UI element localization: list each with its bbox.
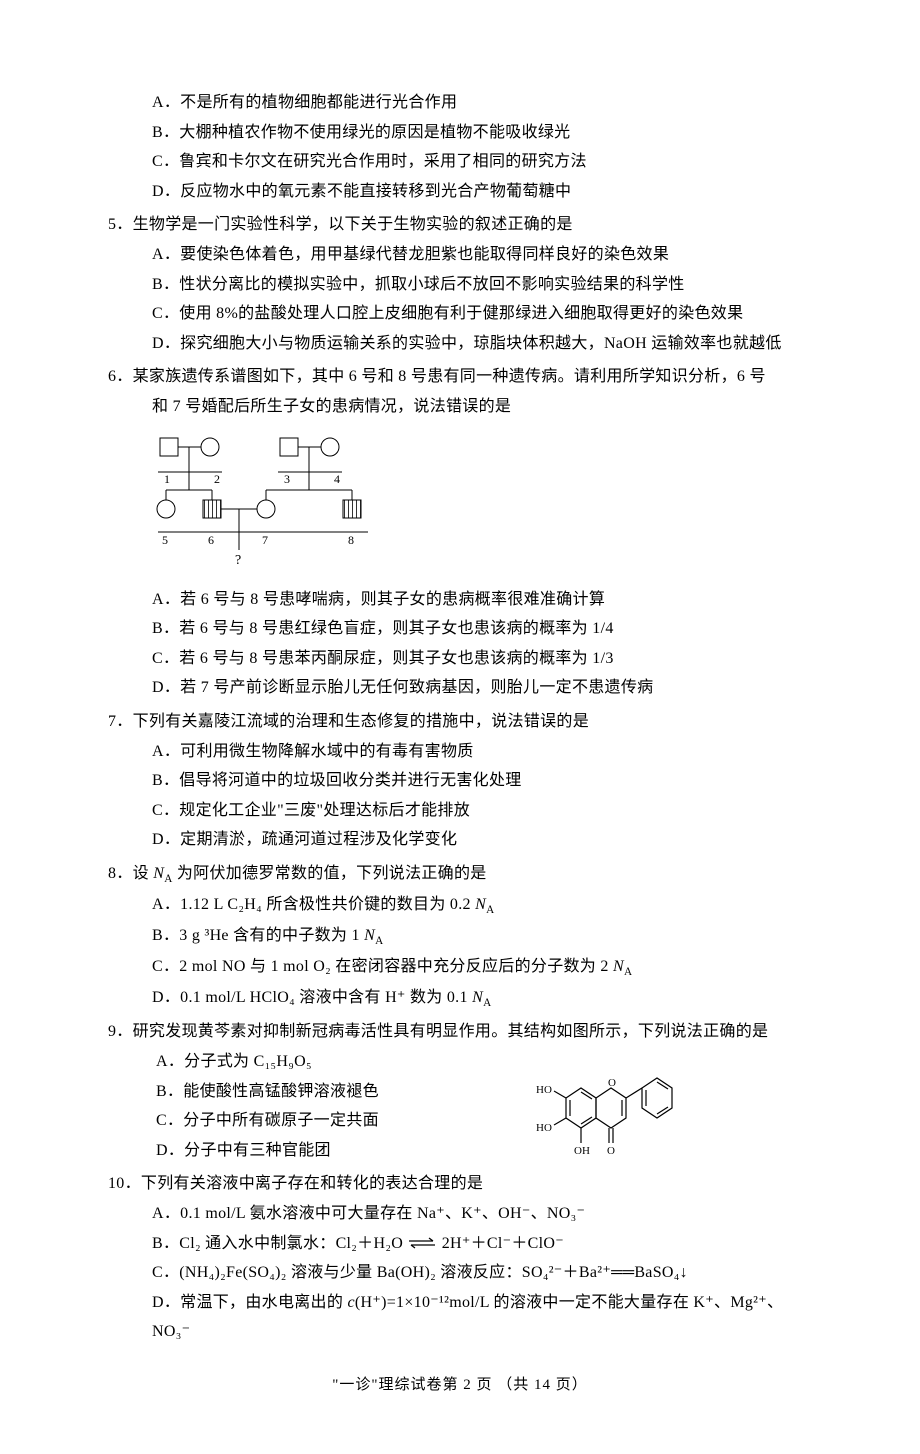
ped-label-3: 3 bbox=[284, 472, 290, 486]
question-4-options: A．不是所有的植物细胞都能进行光合作用 B．大棚种植农作物不使用绿光的原因是植物… bbox=[108, 88, 812, 206]
q8-opt-d: D．0.1 mol/L HClO₄ 溶液中含有 H⁺ 数为 0.1 NA bbox=[108, 983, 812, 1014]
ped-label-4: 4 bbox=[334, 472, 340, 486]
pedigree-svg: 1 2 3 4 5 6 7 8 bbox=[152, 432, 382, 577]
q6-opt-a: A．若 6 号与 8 号患哮喘病，则其子女的患病概率很难准确计算 bbox=[108, 585, 812, 615]
q7-opt-a: A．可利用微生物降解水域中的有毒有害物质 bbox=[108, 737, 812, 767]
q10-opt-d: D．常温下，由水电离出的 c(H⁺)=1×10⁻¹²mol/L 的溶液中一定不能… bbox=[108, 1288, 812, 1347]
ped-label-2: 2 bbox=[214, 472, 220, 486]
question-6: 6．某家族遗传系谱图如下，其中 6 号和 8 号患有同一种遗传病。请利用所学知识… bbox=[108, 362, 812, 703]
q7-stem: 7．下列有关嘉陵江流域的治理和生态修复的措施中，说法错误的是 bbox=[108, 707, 812, 737]
q5-stem: 5．生物学是一门实验性科学，以下关于生物实验的叙述正确的是 bbox=[108, 210, 812, 240]
ped-label-5: 5 bbox=[162, 533, 168, 547]
q8-opt-c: C．2 mol NO 与 1 mol O₂ 在密闭容器中充分反应后的分子数为 2… bbox=[108, 952, 812, 983]
q10-opt-a: A．0.1 mol/L 氨水溶液中可大量存在 Na⁺、K⁺、OH⁻、NO₃⁻ bbox=[108, 1199, 812, 1229]
q6-stem2: 和 7 号婚配后所生子女的患病情况，说法错误的是 bbox=[108, 392, 812, 422]
question-10: 10．下列有关溶液中离子存在和转化的表达合理的是 A．0.1 mol/L 氨水溶… bbox=[108, 1169, 812, 1347]
question-8: 8．设 NA 为阿伏加德罗常数的值，下列说法正确的是 A．1.12 L C₂H₄… bbox=[108, 859, 812, 1014]
struct-ho-1: HO bbox=[536, 1084, 552, 1096]
q7-opt-b: B．倡导将河道中的垃圾回收分类并进行无害化处理 bbox=[108, 766, 812, 796]
q6-opt-b: B．若 6 号与 8 号患红绿色盲症，则其子女也患该病的概率为 1/4 bbox=[108, 614, 812, 644]
q5-opt-d: D．探究细胞大小与物质运输关系的实验中，琼脂块体积越大，NaOH 运输效率也就越… bbox=[108, 329, 812, 359]
q7-opt-c: C．规定化工企业"三废"处理达标后才能排放 bbox=[108, 796, 812, 826]
ped-label-8: 8 bbox=[348, 533, 354, 547]
struct-oh: OH bbox=[574, 1145, 590, 1157]
q6-opt-c: C．若 6 号与 8 号患苯丙酮尿症，则其子女也患该病的概率为 1/3 bbox=[108, 644, 812, 674]
q4-opt-d: D．反应物水中的氧元素不能直接转移到光合产物葡萄糖中 bbox=[108, 177, 812, 207]
q5-opt-b: B．性状分离比的模拟实验中，抓取小球后不放回不影响实验结果的科学性 bbox=[108, 270, 812, 300]
ped-question: ? bbox=[235, 553, 241, 568]
struct-o-carbonyl: O bbox=[607, 1145, 615, 1157]
q9-opt-d: D．分子中有三种官能团 bbox=[108, 1136, 812, 1166]
q4-opt-b: B．大棚种植农作物不使用绿光的原因是植物不能吸收绿光 bbox=[108, 118, 812, 148]
q4-opt-c: C．鲁宾和卡尔文在研究光合作用时，采用了相同的研究方法 bbox=[108, 147, 812, 177]
q6-opt-d: D．若 7 号产前诊断显示胎儿无任何致病基因，则胎儿一定不患遗传病 bbox=[108, 673, 812, 703]
baicalein-structure-icon: HO HO OH O O bbox=[534, 1053, 704, 1163]
struct-o-ring: O bbox=[608, 1077, 616, 1089]
q10-opt-c: C．(NH₄)₂Fe(SO₄)₂ 溶液与少量 Ba(OH)₂ 溶液反应：SO₄²… bbox=[108, 1258, 812, 1288]
ped-label-7: 7 bbox=[262, 533, 268, 547]
q5-opt-a: A．要使染色体着色，用甲基绿代替龙胆紫也能取得同样良好的染色效果 bbox=[108, 240, 812, 270]
q8-opt-b: B．3 g ³He 含有的中子数为 1 NA bbox=[108, 921, 812, 952]
ped-label-6: 6 bbox=[208, 533, 214, 547]
question-9: 9．研究发现黄芩素对抑制新冠病毒活性具有明显作用。其结构如图所示，下列说法正确的… bbox=[108, 1017, 812, 1165]
q8-opt-a: A．1.12 L C₂H₄ 所含极性共价键的数目为 0.2 NA bbox=[108, 890, 812, 921]
question-5: 5．生物学是一门实验性科学，以下关于生物实验的叙述正确的是 A．要使染色体着色，… bbox=[108, 210, 812, 358]
q10-stem: 10．下列有关溶液中离子存在和转化的表达合理的是 bbox=[108, 1169, 812, 1199]
equilibrium-arrow-icon bbox=[407, 1236, 437, 1250]
q9-opt-c: C．分子中所有碳原子一定共面 bbox=[108, 1106, 812, 1136]
q10-opt-b: B．Cl₂ 通入水中制氯水：Cl₂＋H₂O 2H⁺＋Cl⁻＋ClO⁻ bbox=[108, 1229, 812, 1259]
q6-stem1: 6．某家族遗传系谱图如下，其中 6 号和 8 号患有同一种遗传病。请利用所学知识… bbox=[108, 362, 812, 392]
q5-opt-c: C．使用 8%的盐酸处理人口腔上皮细胞有利于健那绿进入细胞取得更好的染色效果 bbox=[108, 299, 812, 329]
q4-opt-a: A．不是所有的植物细胞都能进行光合作用 bbox=[108, 88, 812, 118]
q7-opt-d: D．定期清淤，疏通河道过程涉及化学变化 bbox=[108, 825, 812, 855]
q8-stem: 8．设 NA 为阿伏加德罗常数的值，下列说法正确的是 bbox=[108, 859, 812, 890]
question-7: 7．下列有关嘉陵江流域的治理和生态修复的措施中，说法错误的是 A．可利用微生物降… bbox=[108, 707, 812, 855]
pedigree-diagram: 1 2 3 4 5 6 7 8 bbox=[108, 422, 812, 585]
page-footer: "一诊"理综试卷第 2 页 （共 14 页） bbox=[108, 1373, 812, 1394]
q9-opt-a: A．分子式为 C₁₅H₉O₅ bbox=[108, 1047, 812, 1077]
ped-label-1: 1 bbox=[164, 472, 170, 486]
q9-opt-b: B．能使酸性高锰酸钾溶液褪色 bbox=[108, 1077, 812, 1107]
struct-ho-2: HO bbox=[536, 1122, 552, 1134]
q9-stem: 9．研究发现黄芩素对抑制新冠病毒活性具有明显作用。其结构如图所示，下列说法正确的… bbox=[108, 1017, 812, 1047]
